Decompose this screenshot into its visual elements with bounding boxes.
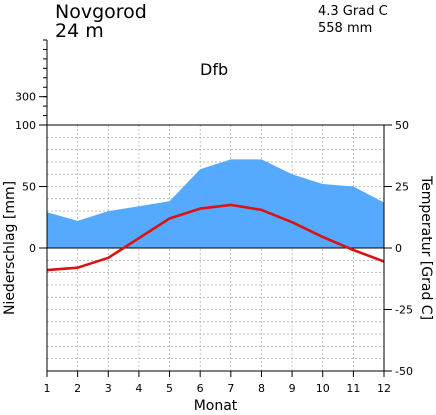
left-axis-tick-label: 0 xyxy=(29,242,36,255)
left-axis-tick-label: 100 xyxy=(15,119,36,132)
right-axis-tick-label: 0 xyxy=(395,242,402,255)
x-axis-tick-label: 11 xyxy=(346,382,360,395)
right-axis-tick-label: -50 xyxy=(395,365,413,378)
x-axis-tick-label: 4 xyxy=(135,382,142,395)
annual-mean-temperature: 4.3 Grad C xyxy=(318,4,388,19)
right-axis-tick-label: 25 xyxy=(395,181,409,194)
x-axis-tick-label: 6 xyxy=(197,382,204,395)
y-axis-label-left: Niederschlag [mm] xyxy=(2,181,18,315)
x-axis-tick-label: 8 xyxy=(258,382,265,395)
station-elevation: 24 m xyxy=(55,20,104,42)
right-axis-tick-label: 50 xyxy=(395,119,409,132)
annual-precipitation: 558 mm xyxy=(318,21,373,36)
x-axis-tick-label: 7 xyxy=(227,382,234,395)
y-axis-label-right: Temperatur [Grad C] xyxy=(418,175,434,320)
x-axis-tick-label: 3 xyxy=(105,382,112,395)
x-axis-tick-label: 12 xyxy=(377,382,391,395)
precipitation-area xyxy=(47,159,384,248)
koppen-class: Dfb xyxy=(200,60,229,79)
x-axis-tick-label: 10 xyxy=(316,382,330,395)
upper-precip-scale: 300 xyxy=(15,39,48,126)
temperature-line xyxy=(46,203,385,272)
x-axis-tick-label: 5 xyxy=(166,382,173,395)
station-name: Novgorod xyxy=(55,1,147,23)
x-axis-label: Monat xyxy=(194,398,238,414)
upper-scale-tick-label: 300 xyxy=(15,91,36,104)
x-axis-tick-label: 2 xyxy=(74,382,81,395)
left-axis-tick-label: 50 xyxy=(22,181,36,194)
x-axis-tick-label: 1 xyxy=(44,382,51,395)
right-axis-tick-label: -25 xyxy=(395,304,413,317)
x-axis-tick-label: 9 xyxy=(289,382,296,395)
